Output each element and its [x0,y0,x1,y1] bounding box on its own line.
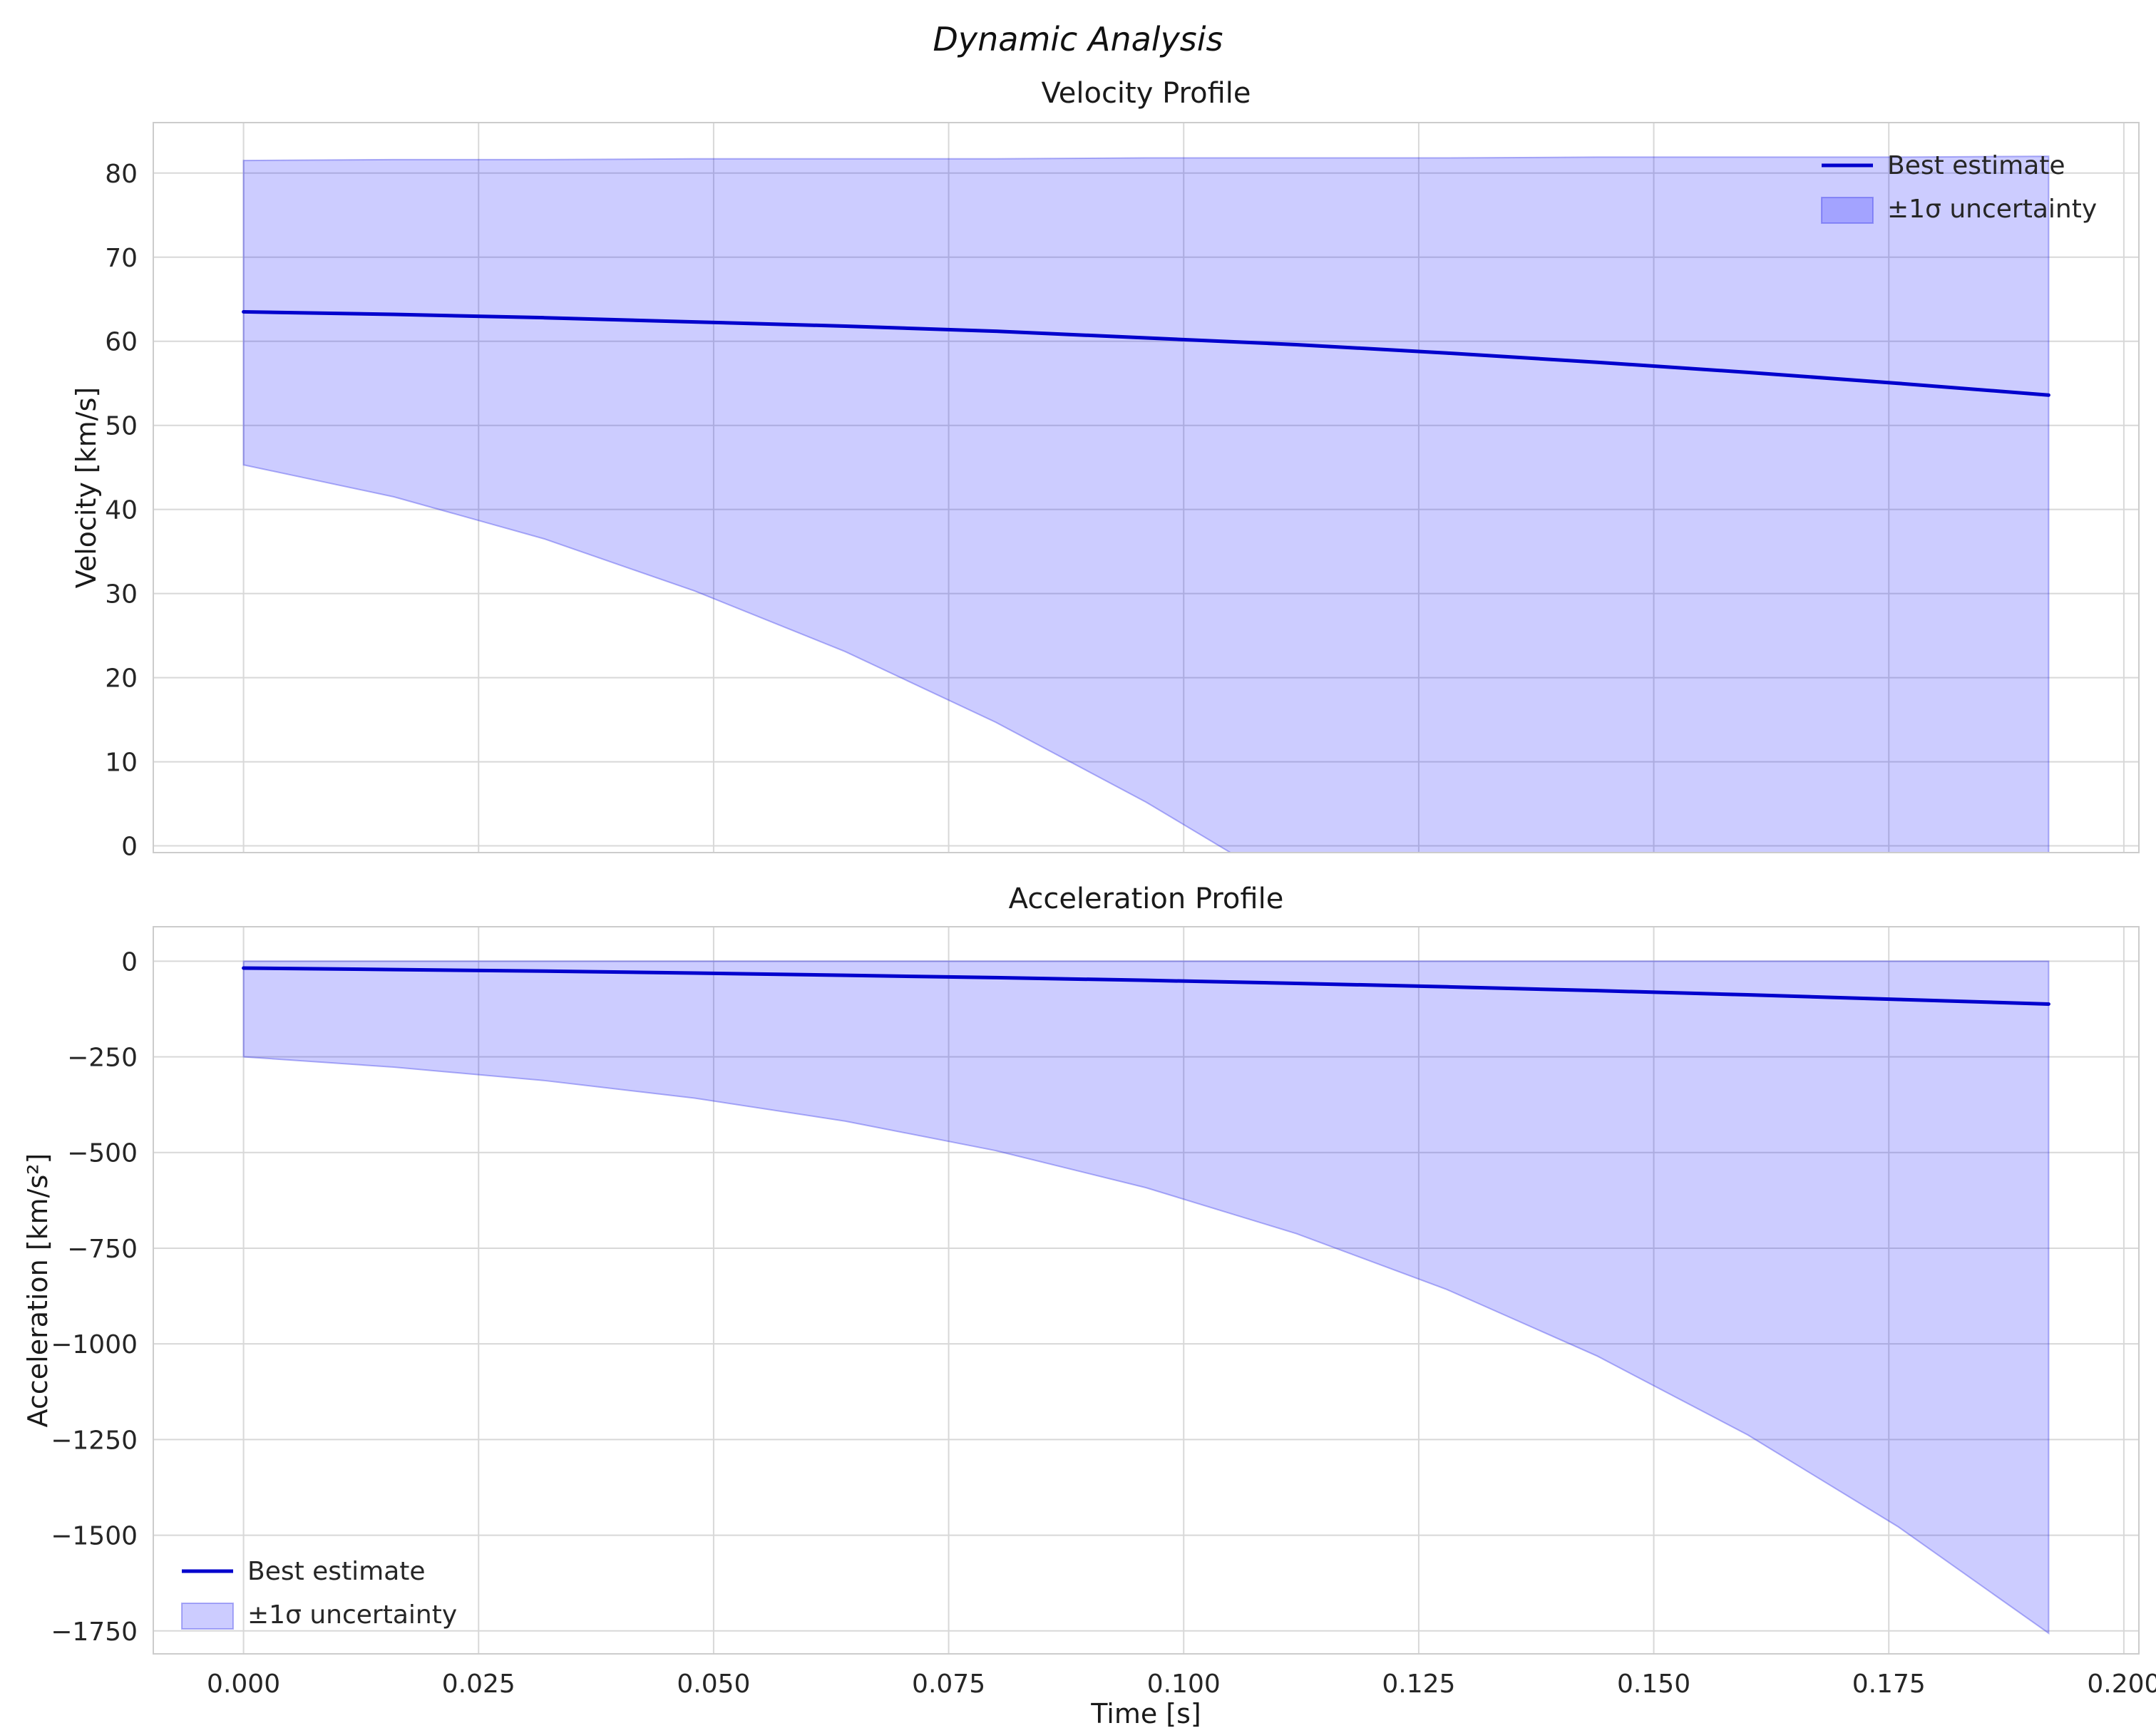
uncertainty-band [242,960,2050,1635]
x-tick-label: 0.075 [912,1670,985,1699]
x-tick-label: 0.050 [677,1670,750,1699]
acceleration-y-axis-label: Acceleration [km/s²] [22,1153,53,1428]
x-tick-label: 0.100 [1147,1670,1221,1699]
x-tick-label: 0.200 [2087,1670,2156,1699]
y-tick-label: 20 [105,664,138,694]
axes-velocity: 0 10 20 30 40 50 60 70 80 Best estimate ±1σ uncert… [105,122,2140,862]
y-tick-label: −250 [67,1044,138,1073]
best-estimate-line [242,966,2050,1006]
legend-label-best-estimate: Best estimate [1887,151,2065,180]
y-tick-label: 40 [105,496,138,525]
y-tick-label: −1750 [51,1618,138,1647]
x-tick-label: 0.025 [442,1670,515,1699]
best-estimate-line [242,309,2050,397]
y-tick-label: 30 [105,580,138,610]
legend-band-sample [1821,197,1874,224]
uncertainty-band [242,155,2050,853]
axes-frame [153,926,2140,1655]
x-tick-label: 0.175 [1852,1670,1926,1699]
acceleration-chart-title: Acceleration Profile [1008,883,1284,915]
y-tick-label: −1000 [51,1330,138,1359]
y-tick-label: 10 [105,749,138,778]
y-tick-label: −500 [67,1139,138,1168]
axes-frame [153,122,2140,853]
y-tick-label: 0 [121,833,138,862]
x-tick-label: 0.125 [1382,1670,1455,1699]
velocity-chart-title: Velocity Profile [1041,77,1251,110]
y-tick-label: 50 [105,412,138,441]
y-tick-label: −750 [67,1235,138,1264]
velocity-y-axis-label: Velocity [km/s] [71,386,102,589]
y-tick-label: 0 [121,947,138,977]
y-tick-label: −1250 [51,1426,138,1455]
y-tick-label: 70 [105,244,138,273]
legend-band-sample [181,1603,234,1630]
legend-label-uncertainty: ±1σ uncertainty [247,1600,457,1630]
axes-acceleration: 0 −250 −500 −750 −1000 −1250 −1500 −1750 0.000 0.… [51,926,2156,1699]
x-tick-label: 0.000 [207,1670,280,1699]
y-tick-label: −1500 [51,1522,138,1551]
y-tick-label: 80 [105,160,138,189]
legend-label-best-estimate: Best estimate [247,1557,426,1586]
figure-suptitle: Dynamic Analysis [933,20,1223,58]
y-tick-label: 60 [105,328,138,357]
legend-label-uncertainty: ±1σ uncertainty [1887,195,2097,224]
x-axis-label: Time [s] [1091,1698,1201,1728]
x-tick-label: 0.150 [1617,1670,1690,1699]
